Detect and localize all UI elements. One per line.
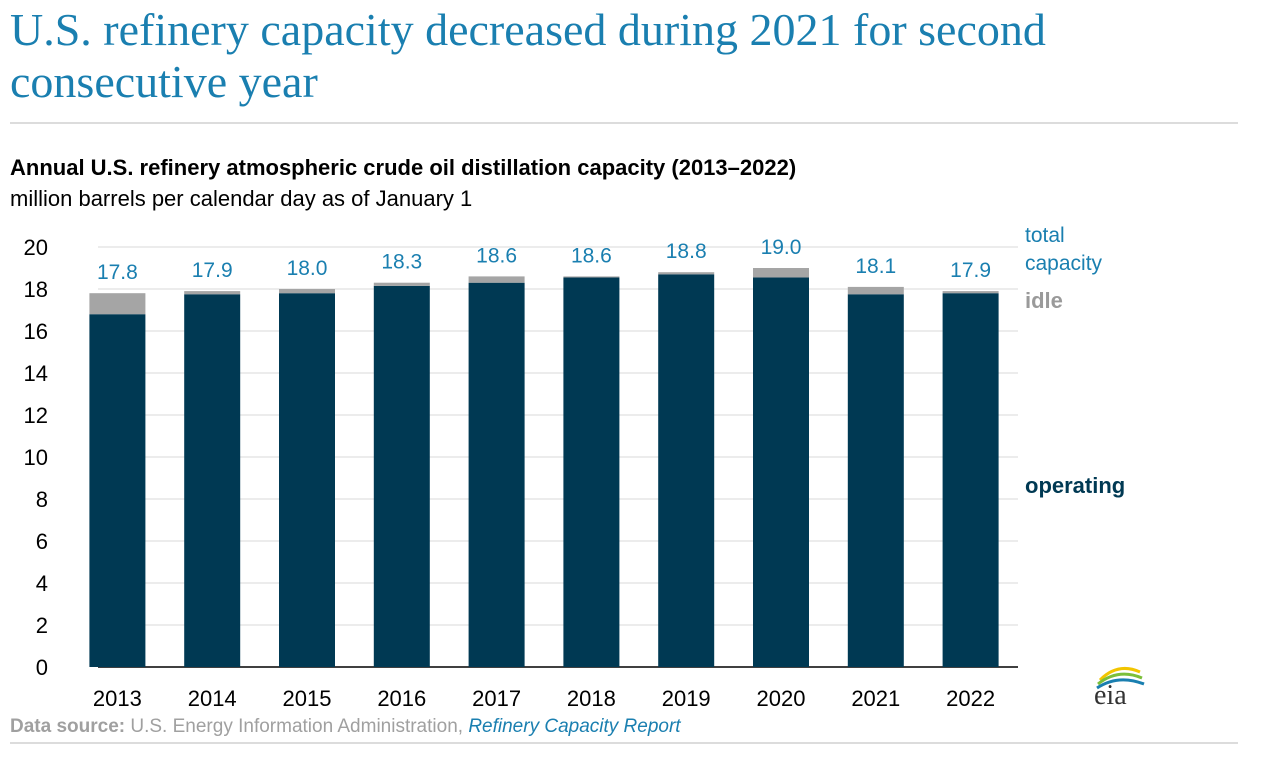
x-tick-label: 2017 xyxy=(472,686,521,711)
y-tick-label: 4 xyxy=(36,571,48,596)
bar-operating xyxy=(373,285,430,667)
bar-operating xyxy=(658,274,715,667)
bar-idle xyxy=(89,293,146,315)
y-tick-label: 2 xyxy=(36,613,48,638)
bottom-divider xyxy=(10,742,1238,744)
bar-operating xyxy=(753,277,809,667)
total-capacity-label: 18.1 xyxy=(855,255,896,278)
y-tick-label: 16 xyxy=(24,319,48,344)
legend: total capacity idle operating xyxy=(1025,224,1125,498)
x-tick-label: 2020 xyxy=(757,686,806,711)
bar-operating xyxy=(279,293,335,667)
total-capacity-label: 17.8 xyxy=(97,261,138,284)
bar-operating xyxy=(184,294,241,667)
total-labels: 17.8 17.9 18.0 18.3 18.6 18.6 18.8 19.0 18.1 17.9 xyxy=(97,236,991,284)
x-tick-label: 2014 xyxy=(188,686,237,711)
bar-idle xyxy=(942,291,999,294)
bar-operating xyxy=(847,294,904,667)
x-tick-label: 2015 xyxy=(283,686,332,711)
bar-idle xyxy=(279,289,335,294)
bar-idle xyxy=(847,286,904,295)
bar-operating xyxy=(468,282,525,667)
top-divider xyxy=(10,122,1238,124)
x-tick-label: 2019 xyxy=(662,686,711,711)
total-capacity-label: 18.6 xyxy=(476,244,517,267)
data-source-text: U.S. Energy Information Administration, xyxy=(125,716,469,737)
eia-logo-icon: eia xyxy=(1094,666,1145,710)
legend-idle: idle xyxy=(1025,288,1063,313)
report-link[interactable]: Refinery Capacity Report xyxy=(468,716,681,737)
y-tick-label: 6 xyxy=(36,529,48,554)
y-tick-label: 18 xyxy=(24,277,48,302)
y-tick-label: 12 xyxy=(24,403,48,428)
bar-idle xyxy=(468,276,525,283)
legend-total-capacity-line1: total xyxy=(1025,224,1065,247)
x-axis-ticks: 2013 2014 2015 2016 2017 2018 2019 2020 2021 2022 xyxy=(93,686,995,711)
total-capacity-label: 18.8 xyxy=(666,240,707,263)
logo-text: eia xyxy=(1094,680,1127,710)
y-tick-label: 20 xyxy=(24,235,48,260)
bar-idle xyxy=(373,282,430,286)
total-capacity-label: 17.9 xyxy=(950,259,991,282)
bar-idle xyxy=(563,276,620,278)
bar-operating xyxy=(89,314,146,667)
page-title: U.S. refinery capacity decreased during … xyxy=(10,4,1046,107)
x-tick-label: 2016 xyxy=(377,686,426,711)
x-tick-label: 2022 xyxy=(946,686,995,711)
x-tick-label: 2013 xyxy=(93,686,142,711)
bar-operating xyxy=(942,293,999,667)
data-source-label: Data source: xyxy=(10,716,126,737)
bar-idle xyxy=(184,291,241,295)
y-tick-label: 10 xyxy=(24,445,48,470)
y-tick-label: 14 xyxy=(24,361,48,386)
data-source: Data source: U.S. Energy Information Adm… xyxy=(10,716,681,738)
total-capacity-label: 18.3 xyxy=(381,251,422,274)
chart-subtitle: million barrels per calendar day as of J… xyxy=(10,186,473,211)
legend-total-capacity-line2: capacity xyxy=(1025,252,1103,275)
x-tick-label: 2018 xyxy=(567,686,616,711)
y-axis-ticks: 0 2 4 6 8 10 12 14 16 18 20 xyxy=(24,235,48,680)
total-capacity-label: 18.0 xyxy=(287,257,328,280)
bar-idle xyxy=(658,272,715,275)
y-tick-label: 8 xyxy=(36,487,48,512)
total-capacity-label: 18.6 xyxy=(571,244,612,267)
bar-idle xyxy=(753,268,809,278)
legend-operating: operating xyxy=(1025,473,1125,498)
total-capacity-label: 19.0 xyxy=(761,236,802,259)
x-tick-label: 2021 xyxy=(851,686,900,711)
chart-title: Annual U.S. refinery atmospheric crude o… xyxy=(10,155,797,180)
total-capacity-label: 17.9 xyxy=(192,259,233,282)
bars xyxy=(89,268,999,667)
bar-operating xyxy=(563,277,620,667)
y-tick-label: 0 xyxy=(36,655,48,680)
